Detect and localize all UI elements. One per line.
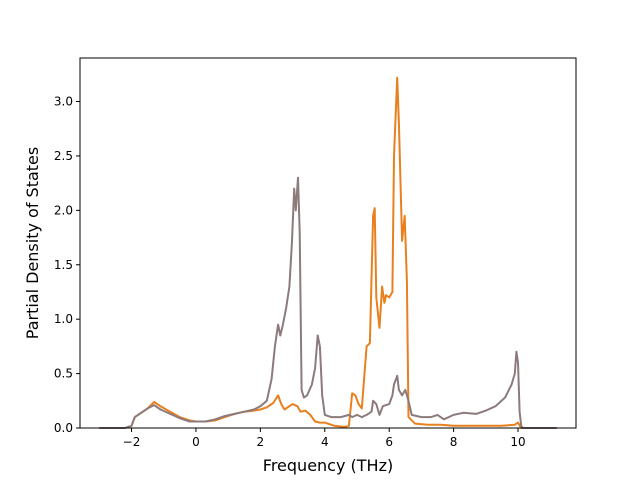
x-axis-label: Frequency (THz) xyxy=(263,456,393,475)
y-axis-label: Partial Density of States xyxy=(23,147,42,339)
x-tick-label: 2 xyxy=(257,435,265,449)
series-line-2 xyxy=(99,176,557,429)
x-tick-label: 10 xyxy=(510,435,525,449)
y-tick-label: 1.0 xyxy=(54,312,73,326)
x-tick-label: 4 xyxy=(321,435,329,449)
y-tick-label: 1.5 xyxy=(54,258,73,272)
x-tick-label: 0 xyxy=(192,435,200,449)
y-tick-label: 2.0 xyxy=(54,203,73,217)
y-axis-ticks: 0.0 0.5 1.0 1.5 2.0 2.5 3.0 xyxy=(54,95,80,435)
x-tick-label: 6 xyxy=(385,435,393,449)
y-tick-label: 2.5 xyxy=(54,149,73,163)
y-tick-label: 0.0 xyxy=(54,421,73,435)
y-tick-label: 0.5 xyxy=(54,367,73,381)
series-layer xyxy=(99,76,557,429)
x-tick-label: −2 xyxy=(123,435,141,449)
x-axis-ticks: −2 0 2 4 6 8 10 xyxy=(123,428,526,449)
x-tick-label: 8 xyxy=(450,435,458,449)
y-tick-label: 3.0 xyxy=(54,95,73,109)
axes-frame xyxy=(79,57,577,429)
